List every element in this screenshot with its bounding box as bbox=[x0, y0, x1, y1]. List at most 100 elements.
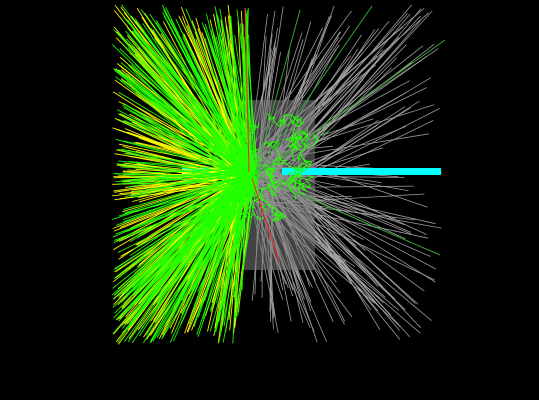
green-track bbox=[114, 171, 250, 314]
green-track bbox=[217, 15, 249, 175]
curly-track bbox=[294, 128, 309, 141]
green-track bbox=[210, 29, 247, 183]
green-track bbox=[127, 171, 251, 343]
curly-track bbox=[222, 162, 241, 192]
curly-track bbox=[284, 128, 301, 151]
green-track bbox=[204, 23, 255, 174]
green-track bbox=[116, 174, 253, 226]
green-track bbox=[133, 170, 251, 279]
green-track bbox=[127, 118, 252, 167]
curly-track bbox=[253, 186, 262, 199]
curly-track bbox=[272, 205, 280, 217]
green-track bbox=[138, 35, 245, 172]
curly-track bbox=[288, 170, 304, 185]
curly-track bbox=[275, 177, 296, 189]
green-track bbox=[123, 140, 256, 175]
curly-track bbox=[248, 149, 262, 160]
green-track bbox=[115, 168, 256, 175]
curly-track bbox=[217, 173, 237, 182]
curly-track bbox=[260, 203, 272, 213]
curly-track bbox=[255, 186, 275, 203]
green-track bbox=[120, 166, 254, 178]
curly-track bbox=[288, 169, 297, 200]
curly-track bbox=[246, 210, 265, 221]
green-track bbox=[197, 178, 252, 337]
green-track bbox=[130, 66, 244, 181]
green-track bbox=[170, 18, 244, 177]
green-track bbox=[223, 173, 247, 327]
green-track bbox=[156, 176, 255, 338]
green-track bbox=[118, 180, 249, 185]
green-track bbox=[123, 169, 259, 223]
curly-track bbox=[232, 205, 251, 222]
green-track bbox=[152, 169, 257, 342]
green-track bbox=[117, 118, 254, 184]
curly-track bbox=[287, 160, 313, 180]
green-track bbox=[248, 34, 255, 178]
curly-track bbox=[272, 161, 306, 173]
red-track bbox=[244, 7, 250, 173]
yellow-track bbox=[113, 176, 250, 232]
curly-track bbox=[245, 123, 260, 136]
curly-track bbox=[288, 116, 300, 126]
green-track bbox=[120, 170, 250, 181]
green-track bbox=[136, 176, 248, 295]
curly-track bbox=[266, 112, 280, 127]
green-track bbox=[113, 171, 248, 280]
curly-track bbox=[247, 187, 258, 197]
red-tracks-group bbox=[244, 7, 280, 263]
curly-track bbox=[302, 175, 314, 189]
green-track bbox=[122, 43, 248, 182]
green-track bbox=[125, 183, 245, 214]
curly-tracks-group bbox=[217, 112, 320, 222]
curly-track bbox=[264, 167, 277, 179]
green-track bbox=[254, 5, 373, 176]
green-track bbox=[193, 175, 244, 328]
curly-track bbox=[263, 140, 279, 149]
green-track bbox=[133, 30, 253, 166]
curly-track bbox=[299, 137, 311, 169]
green-track bbox=[123, 180, 244, 343]
curly-track bbox=[290, 116, 305, 128]
green-track bbox=[216, 183, 245, 304]
green-track bbox=[185, 8, 254, 168]
green-track bbox=[113, 172, 247, 181]
red-track bbox=[251, 177, 280, 263]
green-track bbox=[254, 174, 441, 256]
curly-track bbox=[271, 211, 287, 222]
curly-track bbox=[259, 183, 278, 197]
curly-track bbox=[297, 182, 307, 192]
green-track bbox=[123, 120, 246, 173]
curly-track bbox=[228, 192, 251, 205]
green-track bbox=[123, 173, 255, 233]
green-track bbox=[150, 27, 255, 167]
curly-track bbox=[244, 176, 252, 190]
curly-track bbox=[246, 170, 261, 181]
green-track bbox=[122, 104, 243, 178]
curly-track bbox=[244, 143, 262, 162]
green-track bbox=[254, 9, 301, 176]
curly-track bbox=[291, 135, 303, 146]
curly-track bbox=[235, 146, 248, 166]
green-track bbox=[119, 48, 253, 178]
curly-track bbox=[235, 131, 244, 141]
curly-track bbox=[282, 113, 301, 125]
curly-track bbox=[274, 142, 288, 162]
green-track bbox=[111, 170, 247, 296]
curly-track bbox=[294, 166, 302, 185]
green-track bbox=[254, 39, 446, 176]
green-track bbox=[125, 75, 245, 172]
curly-track bbox=[296, 131, 309, 147]
green-track bbox=[113, 68, 254, 180]
curly-track bbox=[291, 131, 300, 162]
green-track bbox=[117, 172, 251, 297]
green-track bbox=[123, 153, 251, 171]
curly-track bbox=[293, 184, 306, 196]
green-track bbox=[162, 182, 254, 339]
yellow-track bbox=[112, 91, 242, 175]
green-track bbox=[204, 37, 246, 178]
green-track bbox=[143, 31, 250, 172]
beam-right-segment bbox=[282, 168, 441, 175]
